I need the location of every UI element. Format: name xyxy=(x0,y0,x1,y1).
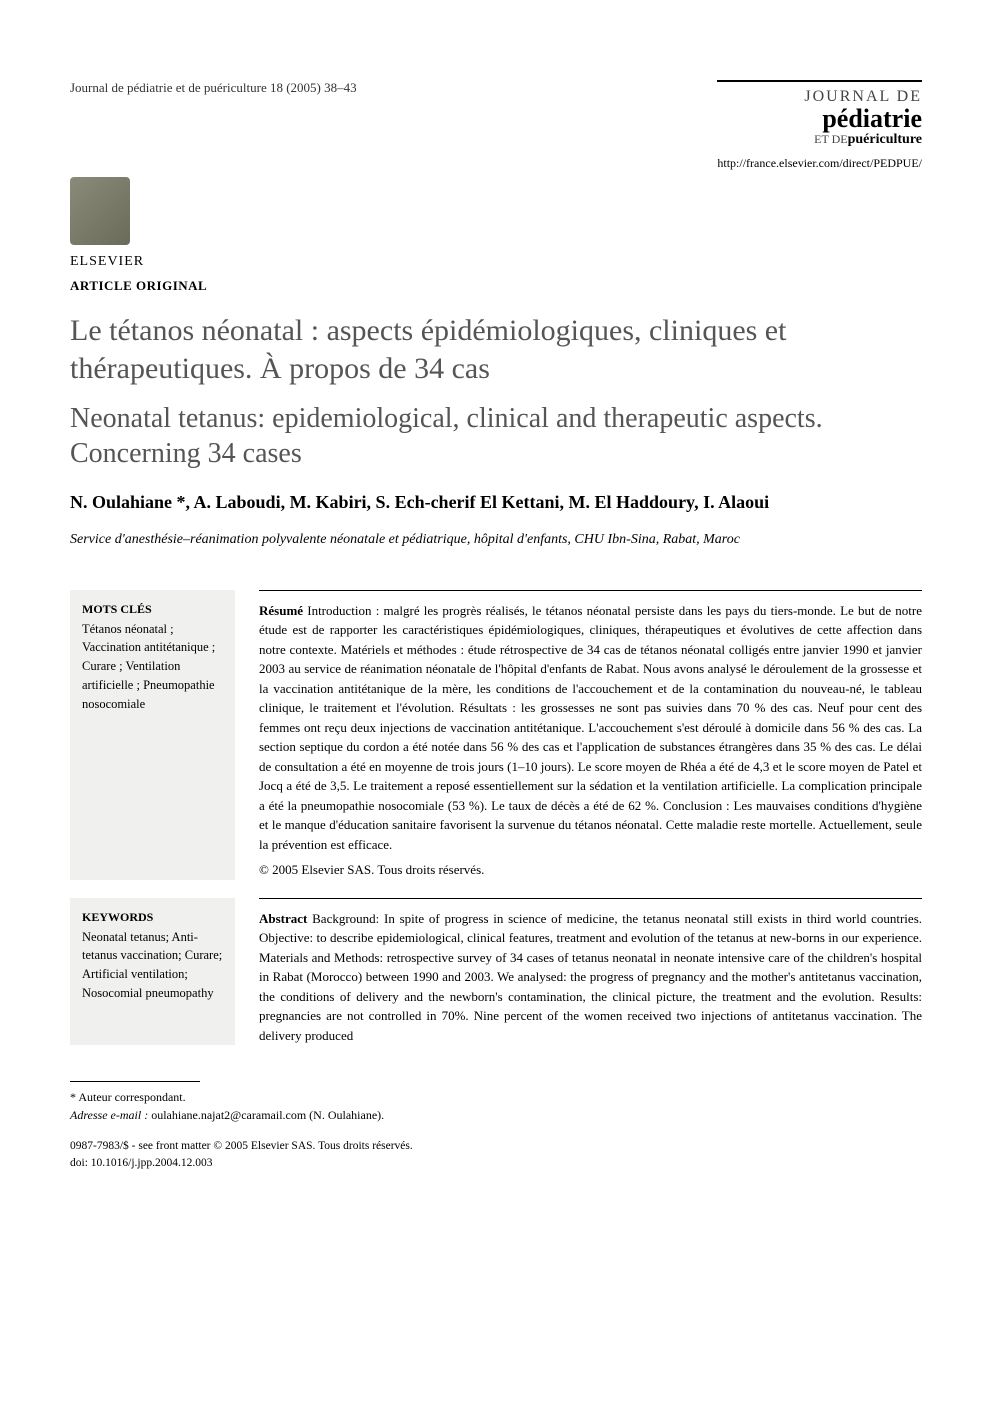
doi-line: doi: 10.1016/j.jpp.2004.12.003 xyxy=(70,1155,922,1172)
publisher-block: ELSEVIER xyxy=(70,177,922,270)
journal-logo-line2: pédiatrie xyxy=(717,106,922,132)
corresponding-author-note: * Auteur correspondant. xyxy=(70,1088,922,1106)
email-value[interactable]: oulahiane.najat2@caramail.com (N. Oulahi… xyxy=(148,1108,384,1122)
abstract-body: Background: In spite of progress in scie… xyxy=(259,911,922,1043)
journal-citation: Journal de pédiatrie et de puériculture … xyxy=(70,80,357,96)
keywords-box: KEYWORDS Neonatal tetanus; Anti-tetanus … xyxy=(70,898,235,1046)
footnote-block: * Auteur correspondant. Adresse e-mail :… xyxy=(70,1088,922,1124)
journal-logo-line3-prefix: ET DE xyxy=(814,132,847,146)
resume-body: Introduction : malgré les progrès réalis… xyxy=(259,603,922,852)
affiliation: Service d'anesthésie–réanimation polyval… xyxy=(70,530,922,550)
abstract-lead: Abstract xyxy=(259,911,307,926)
resume-block: MOTS CLÉS Tétanos néonatal ; Vaccination… xyxy=(70,590,922,880)
mots-cles-list: Tétanos néonatal ; Vaccination antitétan… xyxy=(82,620,223,714)
article-type: ARTICLE ORIGINAL xyxy=(70,278,922,294)
resume-text: Résumé Introduction : malgré les progrès… xyxy=(259,590,922,880)
keywords-heading: KEYWORDS xyxy=(82,908,223,926)
bottom-meta: 0987-7983/$ - see front matter © 2005 El… xyxy=(70,1138,922,1173)
resume-copyright: © 2005 Elsevier SAS. Tous droits réservé… xyxy=(259,860,922,880)
elsevier-tree-icon xyxy=(70,177,130,245)
publisher-name: ELSEVIER xyxy=(70,254,922,270)
email-label: Adresse e-mail : xyxy=(70,1108,148,1122)
footnote-separator xyxy=(70,1081,200,1082)
mots-cles-heading: MOTS CLÉS xyxy=(82,600,223,618)
abstract-text: Abstract Background: In spite of progres… xyxy=(259,898,922,1046)
mots-cles-box: MOTS CLÉS Tétanos néonatal ; Vaccination… xyxy=(70,590,235,880)
title-english: Neonatal tetanus: epidemiological, clini… xyxy=(70,401,922,471)
keywords-list: Neonatal tetanus; Anti-tetanus vaccinati… xyxy=(82,928,223,1003)
resume-lead: Résumé xyxy=(259,603,303,618)
journal-logo-line3: ET DEpuériculture xyxy=(717,132,922,148)
title-french: Le tétanos néonatal : aspects épidémiolo… xyxy=(70,312,922,387)
abstract-block: KEYWORDS Neonatal tetanus; Anti-tetanus … xyxy=(70,898,922,1046)
journal-logo-line3-bold: puériculture xyxy=(848,132,922,147)
authors-list: N. Oulahiane *, A. Laboudi, M. Kabiri, S… xyxy=(70,489,922,516)
journal-logo: JOURNAL DE pédiatrie ET DEpuériculture h… xyxy=(717,80,922,171)
issn-line: 0987-7983/$ - see front matter © 2005 El… xyxy=(70,1138,922,1155)
journal-url[interactable]: http://france.elsevier.com/direct/PEDPUE… xyxy=(717,156,922,171)
